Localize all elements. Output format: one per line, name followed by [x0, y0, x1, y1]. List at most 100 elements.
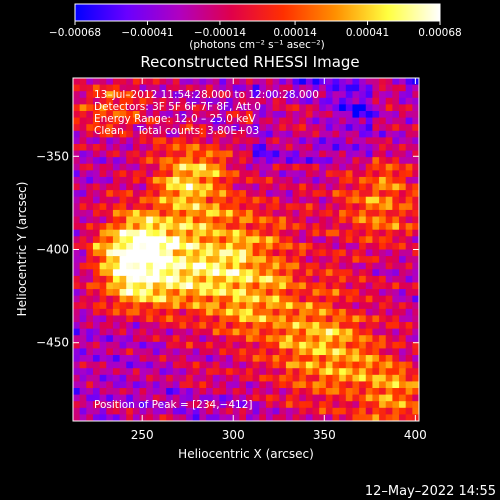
- heatmap-cell: [299, 368, 307, 376]
- heatmap-cell: [139, 229, 147, 237]
- heatmap-cell: [179, 157, 187, 165]
- heatmap-cell: [372, 275, 380, 284]
- heatmap-cell: [259, 91, 267, 99]
- heatmap-cell: [226, 242, 234, 251]
- heatmap-cell: [112, 374, 121, 383]
- heatmap-cell: [139, 209, 147, 218]
- heatmap-cell: [252, 203, 260, 211]
- heatmap-cell: [99, 203, 107, 211]
- heatmap-cell: [119, 117, 127, 125]
- heatmap-cell: [265, 401, 274, 409]
- heatmap-cell: [385, 269, 393, 277]
- heatmap-cell: [212, 143, 220, 152]
- heatmap-cell: [325, 130, 334, 138]
- heatmap-cell: [299, 84, 307, 92]
- heatmap-cell: [226, 97, 234, 105]
- heatmap-cell: [359, 84, 367, 92]
- heatmap-cell: [73, 355, 81, 363]
- heatmap-cell: [206, 157, 214, 165]
- heatmap-cell: [232, 229, 240, 237]
- heatmap-cell: [405, 97, 413, 105]
- heatmap-cell: [292, 368, 300, 376]
- heatmap-cell: [99, 143, 107, 152]
- heatmap-cell: [86, 196, 94, 204]
- heatmap-cell: [152, 341, 161, 350]
- heatmap-cell: [172, 97, 181, 105]
- heatmap-cell: [339, 335, 347, 343]
- heatmap-cell: [186, 150, 194, 158]
- heatmap-cell: [199, 143, 207, 152]
- heatmap-cell: [152, 407, 161, 416]
- heatmap-cell: [405, 322, 413, 330]
- heatmap-cell: [305, 143, 314, 152]
- heatmap-cell: [345, 335, 354, 343]
- heatmap-cell: [106, 414, 114, 421]
- heatmap-cell: [166, 110, 174, 119]
- heatmap-cell: [319, 414, 327, 421]
- heatmap-cell: [252, 229, 260, 237]
- heatmap-cell: [179, 170, 187, 178]
- heatmap-cell: [292, 269, 300, 277]
- heatmap-cell: [239, 328, 247, 336]
- heatmap-cell: [279, 203, 287, 211]
- heatmap-cell: [206, 163, 214, 171]
- heatmap-cell: [166, 322, 174, 330]
- heatmap-cell: [365, 315, 374, 323]
- heatmap-cell: [272, 150, 280, 158]
- heatmap-cell: [99, 335, 107, 343]
- heatmap-cell: [152, 216, 161, 224]
- heatmap-cell: [372, 289, 380, 297]
- heatmap-cell: [179, 216, 187, 224]
- heatmap-cell: [352, 117, 360, 125]
- heatmap-cell: [212, 328, 220, 336]
- annotation-detectors: Detectors: 3F 5F 6F 7F 8F, Att 0: [94, 101, 261, 113]
- heatmap-cell: [73, 124, 81, 132]
- heatmap-cell: [79, 104, 87, 112]
- heatmap-cell: [186, 249, 194, 257]
- heatmap-cell: [106, 163, 114, 171]
- heatmap-cell: [359, 124, 367, 132]
- heatmap-cell: [112, 236, 121, 244]
- heatmap-cell: [379, 381, 387, 389]
- heatmap-cell: [206, 143, 214, 152]
- heatmap-cell: [199, 414, 207, 421]
- heatmap-cell: [372, 302, 380, 310]
- heatmap-cell: [199, 262, 207, 270]
- heatmap-cell: [285, 275, 294, 284]
- heatmap-cell: [399, 295, 407, 303]
- heatmap-cell: [292, 262, 300, 270]
- heatmap-cell: [332, 183, 340, 191]
- heatmap-cell: [79, 137, 87, 145]
- heatmap-cell: [325, 236, 334, 244]
- heatmap-cell: [352, 289, 360, 297]
- heatmap-cell: [99, 394, 107, 402]
- heatmap-cell: [92, 407, 101, 416]
- heatmap-cell: [412, 190, 419, 198]
- heatmap-cell: [272, 110, 280, 119]
- heatmap-cell: [106, 381, 114, 389]
- heatmap-cell: [325, 124, 334, 132]
- heatmap-cell: [126, 322, 134, 330]
- heatmap-cell: [412, 275, 419, 284]
- heatmap-cell: [239, 223, 247, 231]
- heatmap-cell: [152, 355, 161, 363]
- heatmap-cell: [292, 322, 300, 330]
- heatmap-cell: [272, 163, 280, 171]
- heatmap-cell: [239, 348, 247, 356]
- heatmap-cell: [73, 137, 81, 145]
- heatmap-cell: [79, 209, 87, 218]
- heatmap-cell: [352, 223, 360, 231]
- heatmap-cell: [372, 242, 380, 251]
- heatmap-cell: [219, 308, 227, 317]
- heatmap-cell: [312, 104, 320, 112]
- heatmap-cell: [392, 104, 400, 112]
- heatmap-cell: [392, 84, 400, 92]
- x-tick-label: 350: [313, 428, 336, 442]
- heatmap-cell: [92, 328, 101, 336]
- heatmap-cell: [106, 196, 114, 204]
- heatmap-cell: [399, 163, 407, 171]
- heatmap-cell: [345, 374, 354, 383]
- heatmap-cell: [265, 249, 274, 257]
- heatmap-cell: [86, 104, 94, 112]
- heatmap-cell: [285, 91, 294, 99]
